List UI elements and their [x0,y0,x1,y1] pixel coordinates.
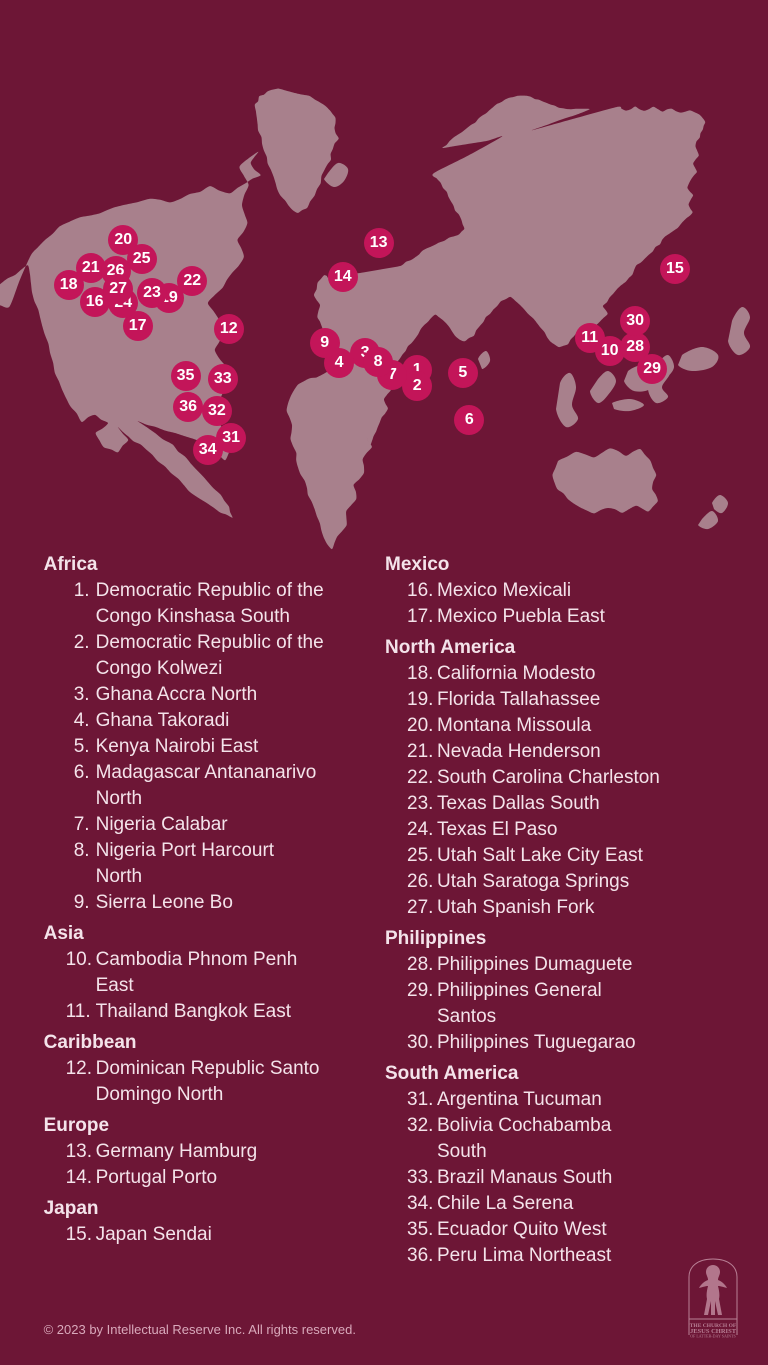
svg-text:OF LATTER-DAY SAINTS: OF LATTER-DAY SAINTS [690,1334,735,1339]
